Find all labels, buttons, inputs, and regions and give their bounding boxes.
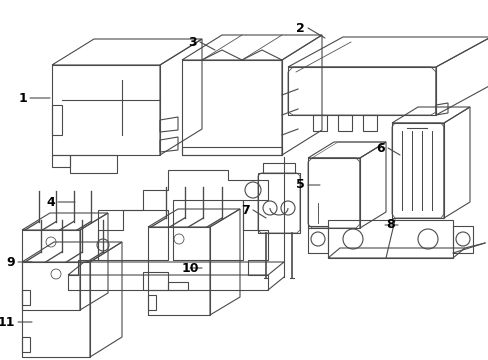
Text: 5: 5 xyxy=(296,179,305,192)
Text: 6: 6 xyxy=(376,141,384,154)
Text: 7: 7 xyxy=(241,203,249,216)
Text: 9: 9 xyxy=(6,256,15,269)
Text: 10: 10 xyxy=(181,261,199,274)
Text: 11: 11 xyxy=(0,315,15,328)
Text: 1: 1 xyxy=(18,91,27,104)
Text: 4: 4 xyxy=(46,195,55,208)
Text: 2: 2 xyxy=(296,22,305,35)
Text: 8: 8 xyxy=(386,219,394,231)
Text: 3: 3 xyxy=(188,36,197,49)
